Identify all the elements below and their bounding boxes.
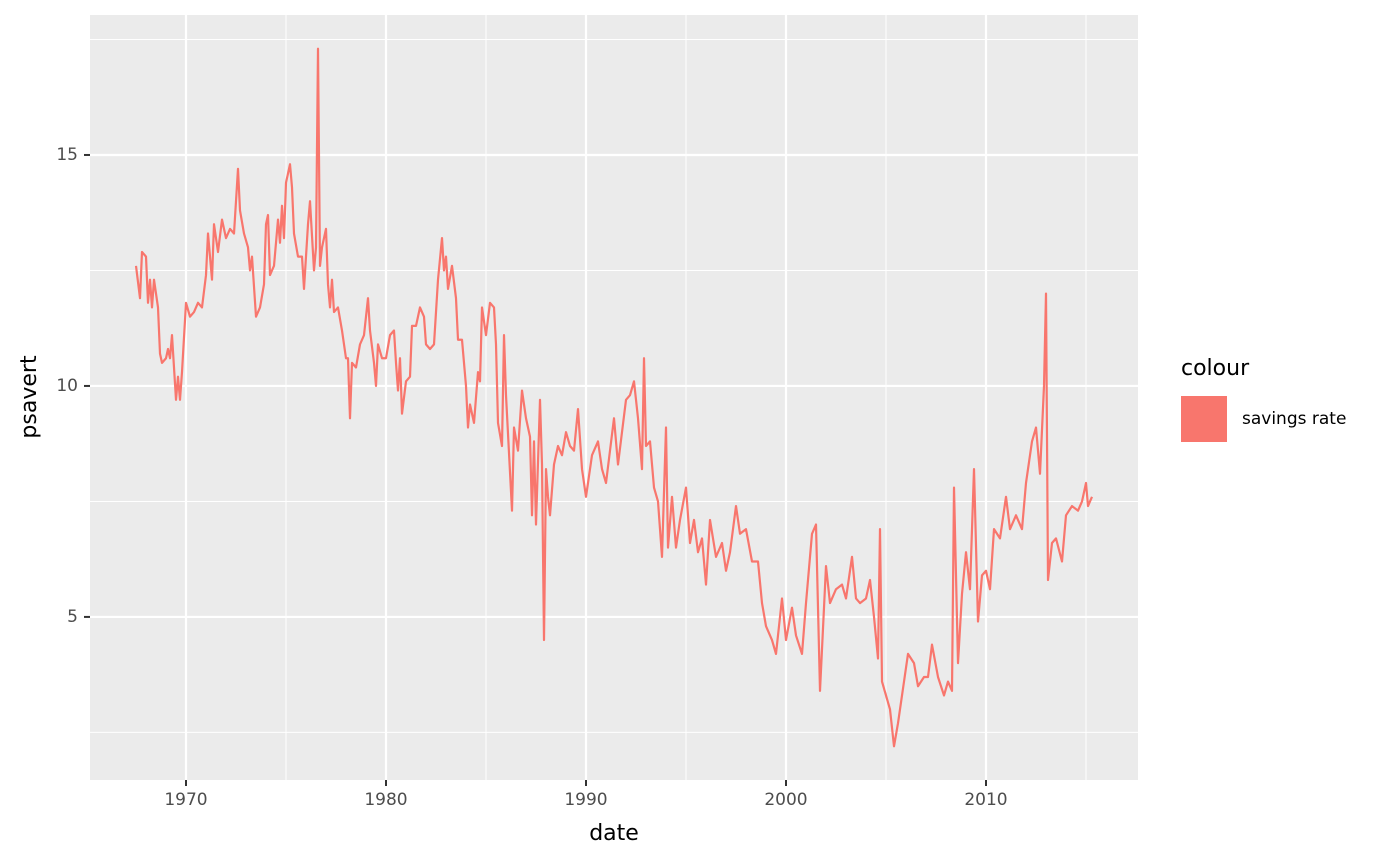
legend-label: savings rate [1242, 409, 1346, 429]
x-tick-label: 1990 [564, 790, 607, 810]
line [134, 47, 1094, 748]
x-tick-label: 1980 [364, 790, 407, 810]
legend-key [1181, 396, 1227, 442]
x-axis-title: date [589, 821, 639, 846]
y-tick-label: 15 [56, 145, 78, 165]
y-axis-title: psavert [17, 355, 42, 439]
y-tick-label: 5 [67, 607, 78, 627]
y-tick-label: 10 [56, 376, 78, 396]
x-tick-label: 2010 [964, 790, 1007, 810]
x-tick-label: 2000 [764, 790, 807, 810]
panel [90, 15, 1138, 780]
legend-title: colour [1181, 356, 1250, 381]
x-tick-label: 1970 [164, 790, 207, 810]
